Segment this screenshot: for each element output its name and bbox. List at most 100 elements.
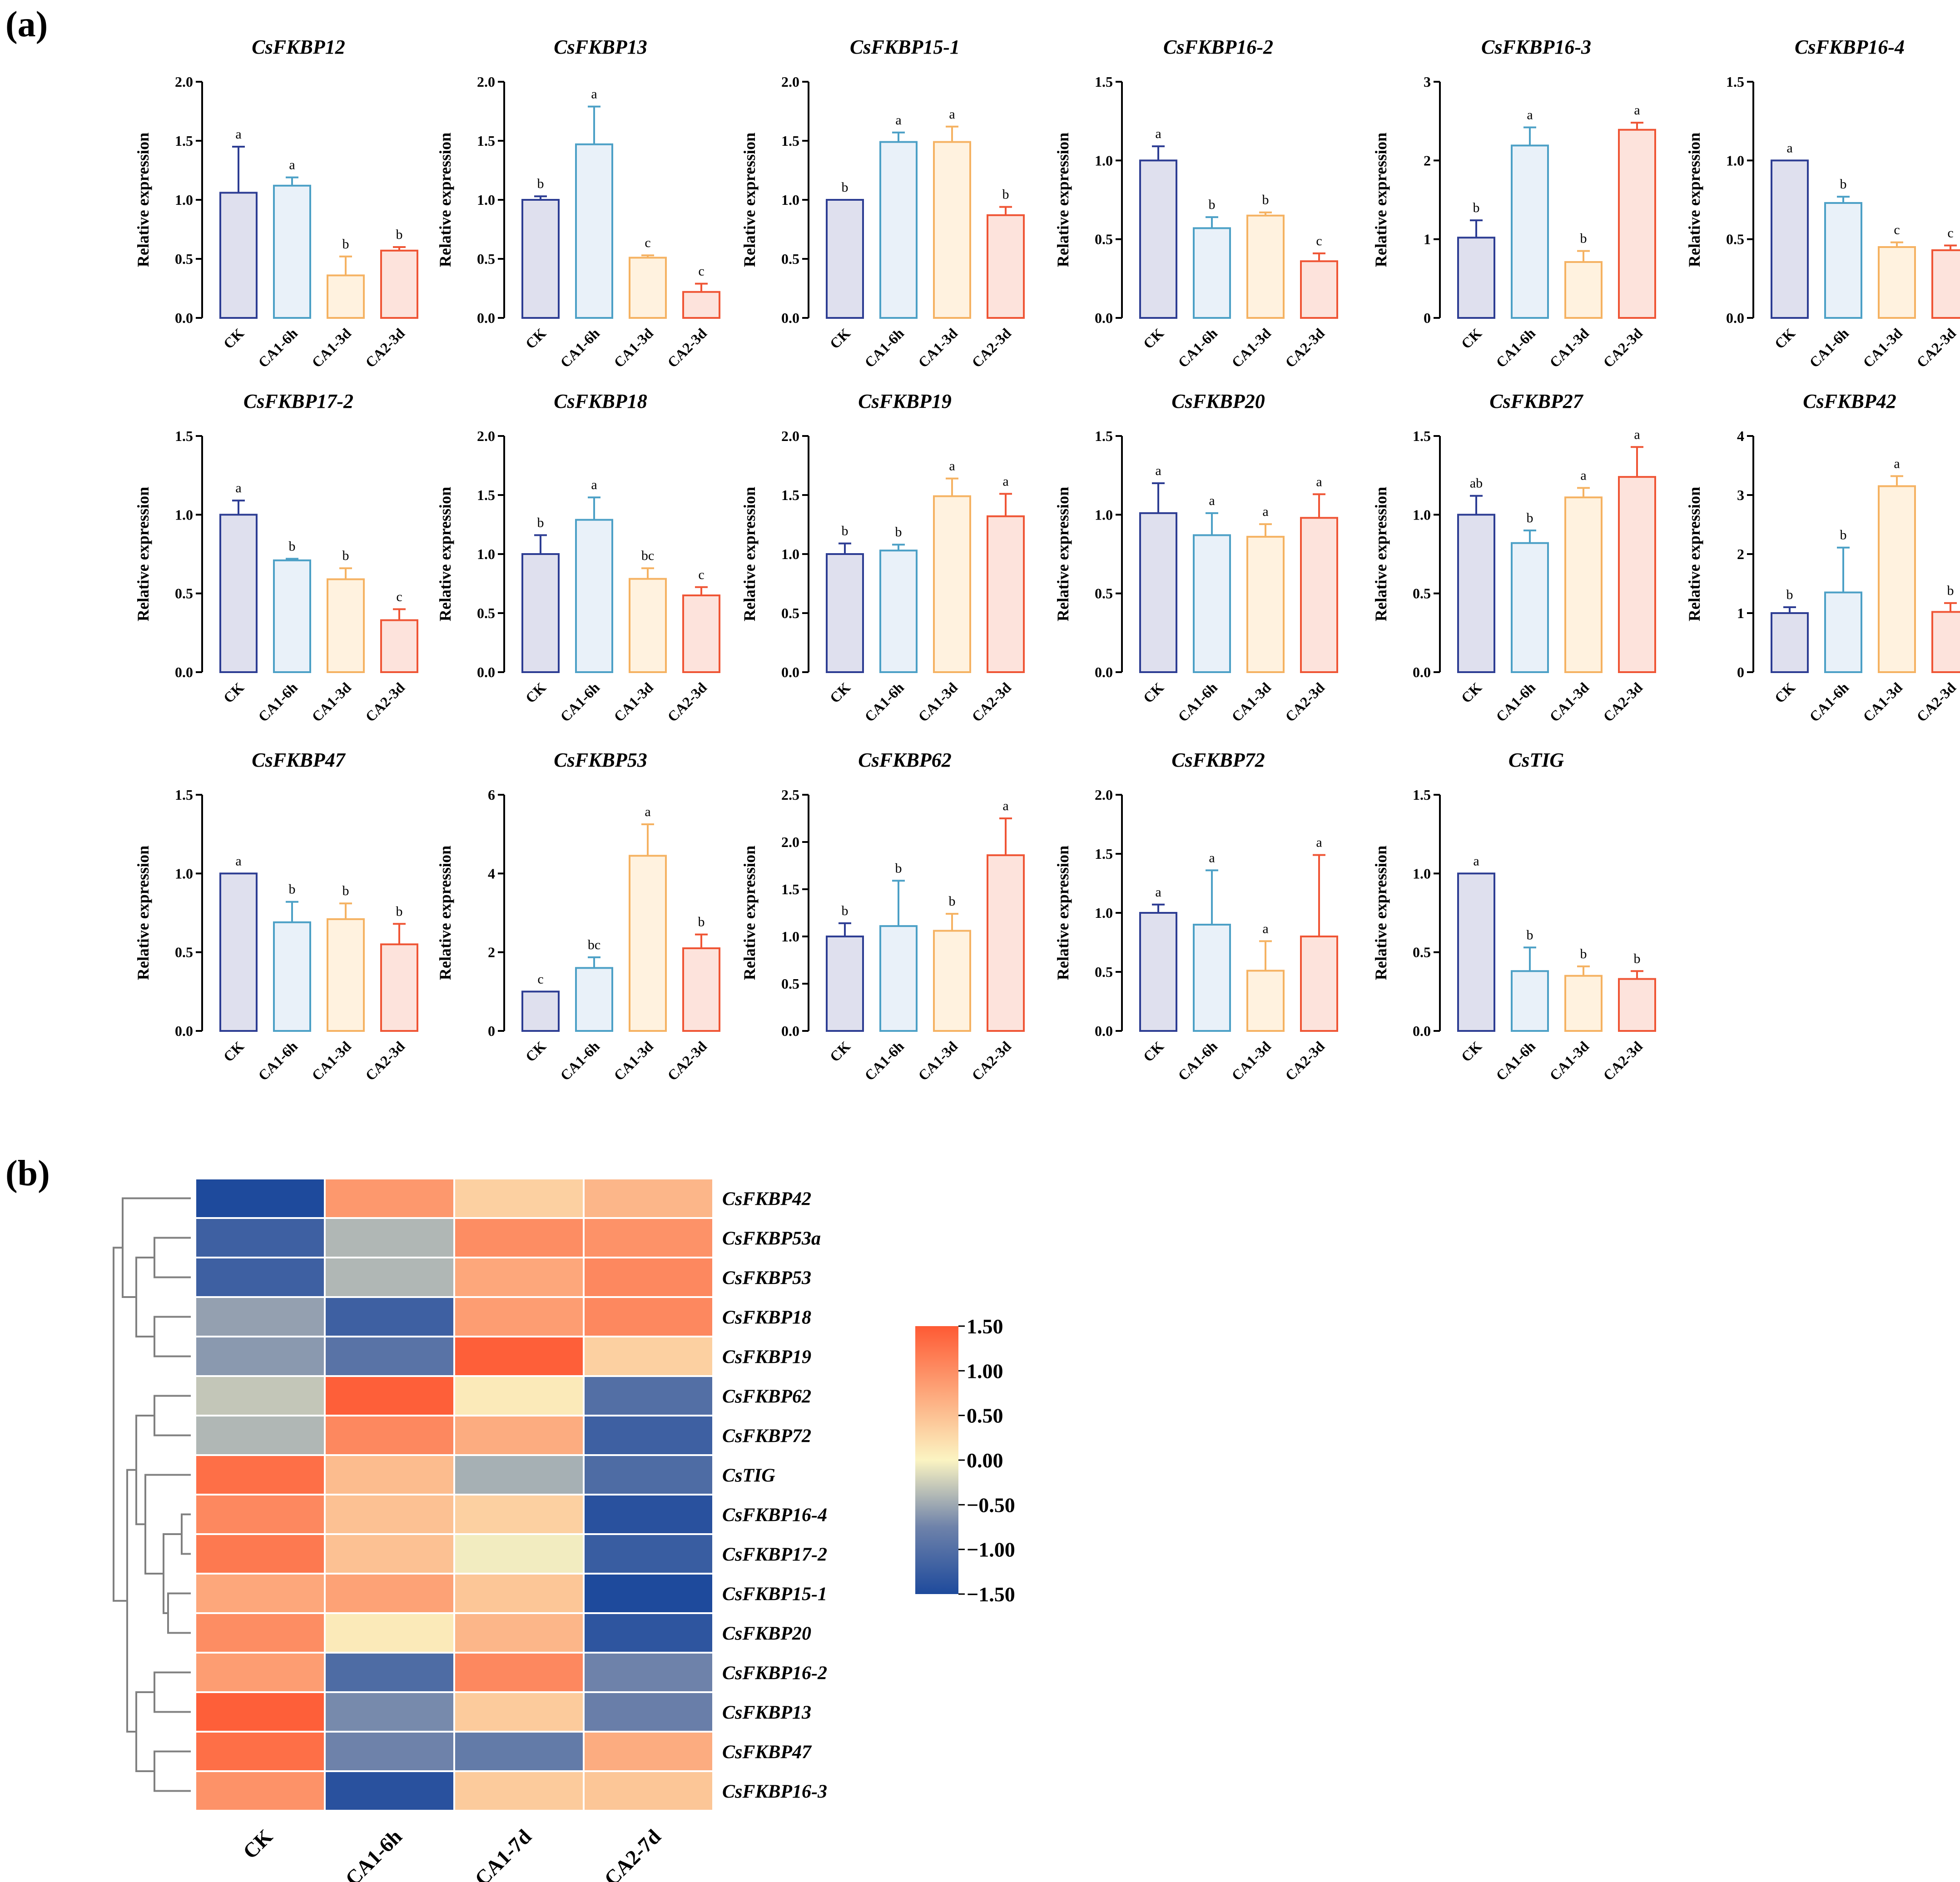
significance-letter: a (1634, 103, 1640, 118)
x-tick-label: CK (220, 1038, 247, 1065)
bar-CK (1457, 237, 1495, 319)
bar-CA1-3d (327, 918, 365, 1032)
y-tick-label: 0.0 (781, 664, 799, 680)
heatmap-cell (194, 1375, 326, 1416)
significance-letter: a (289, 158, 295, 173)
significance-letter: b (289, 882, 296, 897)
bar-chart-CsFKBP16-3: CsFKBP16-3 0 1 2 3 Relative expression b CK a CA1… (1372, 36, 1656, 371)
colorbar-tick-label: 0.50 (967, 1404, 1003, 1427)
bar-CA2-3d (1618, 476, 1656, 673)
heatmap-cell (324, 1257, 455, 1298)
x-tick-label: CK (827, 325, 853, 352)
heatmap-cell (324, 1731, 455, 1772)
x-tick-label: CA1-3d (1228, 325, 1274, 371)
heatmap-cell (583, 1178, 714, 1219)
x-tick-label: CA1-6h (1493, 679, 1538, 725)
bar-chart-CsFKBP18: CsFKBP18 0.0 0.5 1.0 1.5 2.0 Relative expressi… (436, 390, 720, 725)
bar-CA1-6h (1193, 534, 1231, 674)
heatmap-cell (194, 1178, 326, 1219)
significance-letter: b (1786, 587, 1793, 602)
heatmap-cell (583, 1217, 714, 1258)
heatmap-cell (453, 1691, 585, 1733)
y-tick-label: 0.5 (477, 605, 495, 621)
bar-CK (521, 199, 560, 319)
x-tick-label: CK (1140, 1038, 1167, 1065)
bar-CK (826, 936, 864, 1032)
heatmap-cell (324, 1454, 455, 1496)
heatmap-cell (324, 1612, 455, 1654)
y-axis-label: Relative expression (1685, 133, 1703, 267)
x-tick-label: CA2-3d (1913, 325, 1959, 371)
x-tick-label: CA1-3d (915, 1038, 961, 1084)
significance-letter: b (1527, 510, 1533, 525)
y-tick-label: 1.5 (175, 787, 193, 803)
heatmap-row-label: CsFKBP72 (722, 1426, 811, 1447)
x-tick-label: CK (1140, 679, 1167, 706)
y-tick-label: 0.0 (175, 1023, 193, 1039)
x-tick-label: CA2-3d (1282, 679, 1328, 725)
x-tick-label: CA1-3d (308, 325, 354, 371)
significance-letter: b (537, 515, 544, 530)
bar-CA1-6h (273, 559, 311, 674)
y-tick-label: 1.0 (1095, 905, 1113, 921)
dendrogram-branch (135, 1257, 154, 1337)
y-tick-label: 2.0 (781, 834, 799, 850)
bar-chart-CsTIG: CsTIG 0.0 0.5 1.0 1.5 Relative expression a CK b… (1372, 749, 1656, 1084)
y-tick-label: 0.5 (1413, 585, 1431, 602)
y-axis-label: Relative expression (134, 133, 152, 267)
x-tick-label: CA2-3d (664, 679, 710, 725)
bar-CA2-3d (1300, 260, 1338, 319)
significance-letter: b (342, 237, 349, 252)
bar-CA1-6h (575, 519, 613, 673)
heatmap-cell (324, 1415, 455, 1456)
x-tick-label: CA1-6h (861, 325, 907, 371)
chart-title: CsTIG (1508, 749, 1564, 771)
bar-CA1-3d (1564, 975, 1603, 1032)
heatmap-cell (453, 1573, 585, 1614)
significance-letter: a (645, 804, 650, 819)
bar-CA1-3d (1564, 496, 1603, 673)
y-tick-label: 1 (1737, 605, 1744, 621)
x-tick-label: CA1-6h (255, 325, 301, 371)
y-tick-label: 0.0 (1095, 1023, 1113, 1039)
significance-letter: b (289, 539, 296, 554)
x-tick-label: CK (827, 679, 853, 706)
heatmap-column-label: CK (238, 1825, 277, 1863)
bar-CK (1139, 912, 1177, 1032)
heatmap-row-label: CsFKBP16-3 (722, 1782, 827, 1803)
bar-CA1-3d (1246, 535, 1285, 674)
bar-CA1-3d (1564, 261, 1603, 319)
significance-letter: a (1894, 456, 1900, 471)
significance-letter: a (1155, 126, 1161, 141)
bar-CA2-3d (682, 594, 720, 673)
heatmap-cell (453, 1257, 585, 1298)
x-tick-label: CA1-3d (610, 1038, 656, 1084)
dendrogram-branch (163, 1533, 182, 1614)
bar-CA1-3d (629, 257, 667, 319)
chart-title: CsFKBP27 (1489, 390, 1583, 412)
x-tick-label: CA2-3d (968, 679, 1014, 725)
heatmap-cell (453, 1494, 585, 1535)
x-tick-label: CA1-6h (861, 1038, 907, 1084)
x-tick-label: CK (827, 1038, 853, 1065)
bar-CA2-3d (987, 214, 1025, 319)
significance-letter: a (949, 107, 955, 122)
bar-CA1-3d (1246, 214, 1285, 319)
y-tick-label: 2 (1737, 546, 1744, 562)
bar-CA1-3d (1878, 246, 1916, 319)
heatmap-cell (583, 1652, 714, 1693)
bar-CA1-6h (575, 143, 613, 319)
y-axis-label: Relative expression (1685, 487, 1703, 621)
heatmap-row-label: CsFKBP53 (722, 1268, 811, 1289)
significance-letter: b (1262, 193, 1269, 208)
heatmap-cell (324, 1573, 455, 1614)
y-tick-label: 0.0 (477, 664, 495, 680)
y-tick-label: 1.5 (175, 133, 193, 149)
y-tick-label: 0 (488, 1023, 495, 1039)
bar-CA1-3d (629, 855, 667, 1032)
y-tick-label: 2.0 (1095, 787, 1113, 803)
y-axis-label: Relative expression (1372, 133, 1390, 267)
y-tick-label: 1.0 (1095, 506, 1113, 523)
y-axis-label: Relative expression (1054, 133, 1072, 267)
bar-chart-CsFKBP27: CsFKBP27 0.0 0.5 1.0 1.5 Relative expression a… (1372, 390, 1656, 725)
